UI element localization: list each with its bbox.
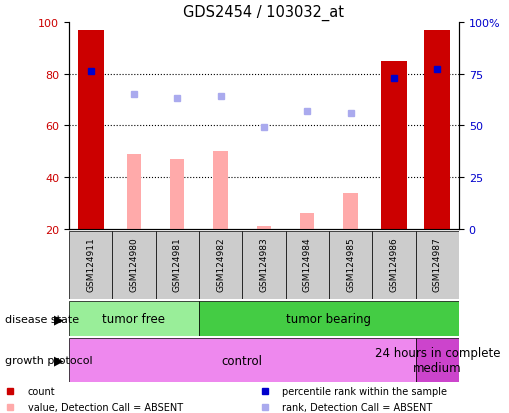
Bar [415, 231, 458, 299]
Text: GSM124984: GSM124984 [302, 237, 311, 291]
Text: value, Detection Call = ABSENT: value, Detection Call = ABSENT [27, 402, 182, 413]
Bar [242, 231, 285, 299]
Bar [77, 31, 103, 229]
Text: count: count [27, 386, 55, 396]
Text: GSM124981: GSM124981 [173, 237, 181, 291]
Text: tumor bearing: tumor bearing [286, 313, 371, 325]
Text: GSM124986: GSM124986 [389, 237, 398, 291]
Bar [299, 214, 314, 229]
Text: GSM124982: GSM124982 [216, 237, 224, 291]
Text: GSM124985: GSM124985 [346, 237, 354, 291]
Text: ▶: ▶ [54, 313, 64, 325]
Bar [69, 301, 199, 337]
Text: GSM124911: GSM124911 [86, 237, 95, 291]
Bar [169, 159, 184, 229]
Bar [199, 231, 242, 299]
Bar [415, 339, 458, 382]
Bar [155, 231, 199, 299]
Text: control: control [221, 354, 262, 367]
Bar [199, 301, 458, 337]
Text: tumor free: tumor free [102, 313, 165, 325]
Bar [328, 231, 372, 299]
Bar [112, 231, 155, 299]
Bar [372, 231, 415, 299]
Text: GSM124980: GSM124980 [129, 237, 138, 291]
Bar [285, 231, 328, 299]
Text: 24 hours in complete
medium: 24 hours in complete medium [374, 347, 499, 374]
Title: GDS2454 / 103032_at: GDS2454 / 103032_at [183, 5, 344, 21]
Text: GSM124983: GSM124983 [259, 237, 268, 291]
Text: ▶: ▶ [54, 354, 64, 367]
Bar [213, 152, 228, 229]
Bar [256, 227, 271, 229]
Text: percentile rank within the sample: percentile rank within the sample [282, 386, 446, 396]
Bar [69, 339, 415, 382]
Bar [380, 62, 406, 229]
Text: growth protocol: growth protocol [5, 355, 93, 366]
Text: GSM124987: GSM124987 [432, 237, 441, 291]
Text: disease state: disease state [5, 314, 79, 324]
Text: rank, Detection Call = ABSENT: rank, Detection Call = ABSENT [282, 402, 432, 413]
Bar [126, 154, 141, 229]
Bar [69, 231, 112, 299]
Bar [423, 31, 449, 229]
Bar [343, 193, 357, 229]
